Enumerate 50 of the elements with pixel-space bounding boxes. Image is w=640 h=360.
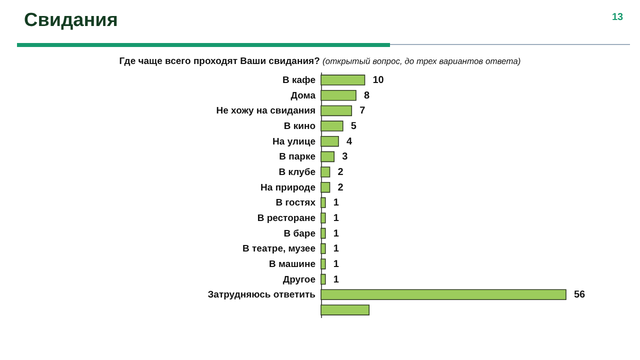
- bar: [320, 212, 326, 224]
- bar: [320, 105, 352, 116]
- bar: [320, 304, 370, 316]
- data-label: 1: [333, 244, 340, 255]
- y-tick-label: В парке: [279, 152, 316, 163]
- data-label: 1: [333, 274, 340, 286]
- data-label: 10: [372, 75, 384, 86]
- data-label: 4: [346, 136, 352, 148]
- text: Свидания: [24, 10, 118, 32]
- bar: [320, 274, 326, 285]
- data-label: 7: [360, 106, 366, 117]
- bar: [320, 182, 330, 193]
- y-tick-label: В кафе: [282, 75, 316, 86]
- data-label: 2: [338, 182, 344, 194]
- bar: [320, 74, 366, 86]
- data-label: 1: [333, 212, 340, 224]
- bar: [320, 120, 344, 132]
- data-label: 1: [333, 228, 340, 240]
- data-label: 8: [364, 90, 370, 102]
- data-label: 2: [338, 167, 344, 178]
- data-label: 3: [342, 152, 348, 163]
- y-tick-label: В баре: [284, 228, 316, 240]
- y-tick-label: В театре, музее: [242, 244, 316, 255]
- y-tick-label: В машине: [269, 258, 316, 270]
- bar: [320, 151, 335, 162]
- text: Где чаще всего проходят Ваши свидания?: [119, 56, 320, 67]
- bar: [320, 258, 326, 270]
- text: 13: [612, 12, 624, 23]
- bar: [320, 228, 326, 239]
- y-tick-label: В клубе: [278, 167, 316, 178]
- text: (открытый вопрос, до трех вариантов ответа): [322, 56, 521, 66]
- data-label: 1: [333, 198, 340, 209]
- y-tick-label: Другое: [282, 274, 316, 286]
- y-tick-label: На природе: [260, 182, 316, 194]
- bar: [320, 289, 566, 300]
- bar: [320, 197, 326, 208]
- bar: [320, 136, 339, 147]
- y-tick-label: На улице: [272, 136, 316, 148]
- bar: [320, 90, 356, 101]
- bar: [320, 166, 330, 178]
- y-tick-label: Затрудняюсь ответить: [208, 290, 316, 301]
- bar: [320, 243, 326, 254]
- data-label: 5: [350, 121, 357, 132]
- y-tick-label: В ресторане: [257, 212, 316, 224]
- data-label: 56: [574, 290, 586, 301]
- y-tick-label: Не хожу на свидания: [216, 106, 316, 117]
- y-tick-label: Дома: [290, 90, 316, 102]
- y-tick-label: В гостях: [276, 198, 316, 209]
- y-tick-label: В кино: [284, 121, 316, 132]
- data-label: 1: [333, 258, 340, 270]
